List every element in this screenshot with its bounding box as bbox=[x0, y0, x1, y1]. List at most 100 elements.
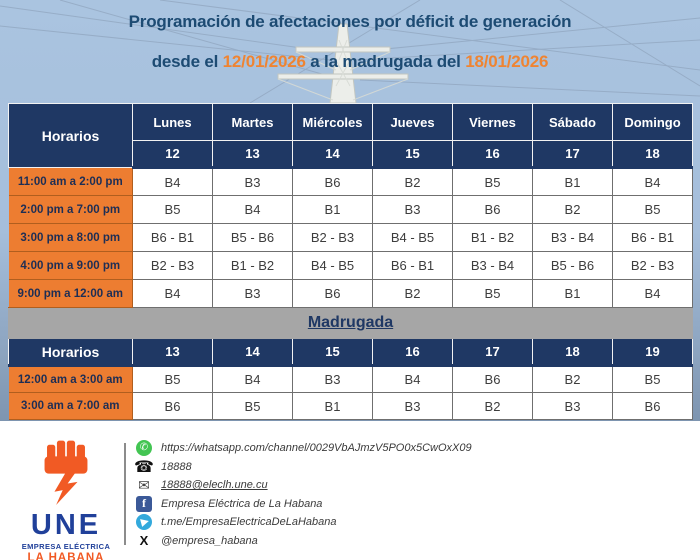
block-cell: B2 - B3 bbox=[612, 251, 693, 280]
contact-item: X @empresa_habana bbox=[136, 532, 472, 551]
block-cell: B3 bbox=[212, 279, 293, 308]
block-cell: B2 - B3 bbox=[132, 251, 213, 280]
logo-habana-text: LA HABANA bbox=[27, 551, 105, 560]
day-header-cell: Lunes bbox=[132, 103, 213, 141]
day-header-cell: Jueves bbox=[372, 103, 453, 141]
date-cell: 16 bbox=[372, 338, 453, 367]
horarios-header: Horarios bbox=[8, 103, 133, 168]
footer-divider bbox=[124, 443, 126, 545]
schedule-row: 12:00 am a 3:00 am B5 B4 B3 B4 B6 B2 B5 bbox=[8, 365, 693, 393]
block-cell: B6 - B1 bbox=[612, 223, 693, 252]
block-cell: B6 bbox=[452, 195, 533, 224]
block-cell: B1 - B2 bbox=[452, 223, 533, 252]
phone-icon: ☎ bbox=[134, 458, 154, 476]
block-cell: B5 bbox=[612, 365, 693, 393]
block-cell: B4 - B5 bbox=[292, 251, 373, 280]
block-cell: B4 bbox=[612, 279, 693, 308]
block-cell: B4 bbox=[132, 167, 213, 196]
footer: UNE EMPRESA ELÉCTRICA LA HABANA ✆ https:/… bbox=[0, 421, 700, 560]
logo-empresa-text: EMPRESA ELÉCTRICA bbox=[21, 542, 111, 551]
une-logo: UNE EMPRESA ELÉCTRICA LA HABANA bbox=[16, 439, 116, 560]
contact-item: ☎ 18888 bbox=[134, 458, 472, 477]
time-slot-cell: 3:00 pm a 8:00 pm bbox=[8, 223, 133, 252]
schedule-row: 4:00 pm a 9:00 pm B2 - B3 B1 - B2 B4 - B5 B6… bbox=[8, 251, 693, 280]
date-cell: 14 bbox=[292, 140, 373, 169]
email-icon: ✉ bbox=[138, 476, 150, 493]
day-header-row: Horarios Lunes Martes Miércoles Jueves Vierne… bbox=[8, 103, 693, 168]
schedule-row: 3:00 pm a 8:00 pm B6 - B1 B5 - B6 B2 - B3 B4… bbox=[8, 223, 693, 252]
fist-lightning-icon bbox=[44, 440, 88, 505]
logo-une-text: UNE bbox=[30, 509, 102, 541]
poster-title: Programación de afectaciones por déficit… bbox=[128, 12, 572, 31]
block-cell: B5 - B6 bbox=[212, 223, 293, 252]
contact-text[interactable]: t.me/EmpresaElectricaDeLaHabana bbox=[161, 516, 337, 529]
block-cell: B3 - B4 bbox=[452, 251, 533, 280]
time-slot-cell: 9:00 pm a 12:00 am bbox=[8, 279, 133, 308]
block-cell: B3 bbox=[372, 392, 453, 420]
contact-text[interactable]: @empresa_habana bbox=[161, 534, 258, 547]
whatsapp-icon: ✆ bbox=[136, 440, 152, 457]
x-icon: X bbox=[139, 533, 149, 549]
block-cell: B1 bbox=[532, 279, 613, 308]
contact-text[interactable]: 18888@eleclh.une.cu bbox=[161, 479, 268, 492]
date-row: 12 13 14 15 16 17 18 bbox=[9, 140, 693, 169]
block-cell: B5 bbox=[452, 167, 533, 196]
date-cell: 19 bbox=[612, 338, 693, 367]
block-cell: B6 - B1 bbox=[372, 251, 453, 280]
contact-item: ✉ 18888@eleclh.une.cu bbox=[136, 476, 472, 495]
contact-item: f Empresa Eléctrica de La Habana bbox=[136, 495, 472, 514]
block-cell: B6 bbox=[292, 167, 373, 196]
date-cell: 12 bbox=[132, 140, 213, 169]
contact-item: ✆ https://whatsapp.com/channel/0029VbAJmz… bbox=[136, 439, 472, 458]
block-cell: B6 bbox=[612, 392, 693, 420]
time-slot-cell: 12:00 am a 3:00 am bbox=[8, 365, 133, 393]
contact-text: 18888 bbox=[161, 460, 192, 473]
contact-text[interactable]: https://whatsapp.com/channel/0029VbAJmzV… bbox=[161, 442, 472, 455]
poster-subtitle: desde el 12/01/2026 a la madrugada del 1… bbox=[0, 52, 700, 72]
date-cell: 14 bbox=[212, 338, 293, 367]
date-cell: 15 bbox=[292, 338, 373, 367]
madrugada-section-header: Madrugada bbox=[8, 307, 693, 339]
time-slot-cell: 11:00 am a 2:00 pm bbox=[8, 167, 133, 196]
date-cell: 17 bbox=[452, 338, 533, 367]
block-cell: B1 bbox=[292, 392, 373, 420]
madrugada-header-row: Horarios 13 14 15 16 17 18 19 bbox=[8, 338, 693, 367]
horarios-header-madrugada: Horarios bbox=[8, 338, 133, 367]
block-cell: B5 bbox=[612, 195, 693, 224]
block-cell: B3 bbox=[532, 392, 613, 420]
block-cell: B1 bbox=[532, 167, 613, 196]
block-cell: B1 - B2 bbox=[212, 251, 293, 280]
schedule-row: 11:00 am a 2:00 pm B4 B3 B6 B2 B5 B1 B4 bbox=[8, 167, 693, 196]
block-cell: B5 - B6 bbox=[532, 251, 613, 280]
block-cell: B3 bbox=[372, 195, 453, 224]
block-cell: B6 bbox=[292, 279, 373, 308]
block-cell: B5 bbox=[452, 279, 533, 308]
date-cell: 18 bbox=[532, 338, 613, 367]
subtitle-middle: a la madrugada del bbox=[305, 52, 466, 71]
block-cell: B4 bbox=[132, 279, 213, 308]
block-cell: B6 bbox=[452, 365, 533, 393]
telegram-icon bbox=[136, 514, 152, 531]
day-header-cell: Domingo bbox=[612, 103, 693, 141]
block-cell: B2 bbox=[372, 279, 453, 308]
block-cell: B6 bbox=[132, 392, 213, 420]
facebook-icon: f bbox=[136, 495, 152, 512]
start-date: 12/01/2026 bbox=[222, 52, 306, 71]
contact-text[interactable]: Empresa Eléctrica de La Habana bbox=[161, 497, 323, 510]
date-cell: 13 bbox=[212, 140, 293, 169]
date-cell: 18 bbox=[612, 140, 693, 169]
end-date: 18/01/2026 bbox=[465, 52, 549, 71]
time-slot-cell: 3:00 am a 7:00 am bbox=[8, 392, 133, 420]
block-cell: B1 bbox=[292, 195, 373, 224]
schedule-row: 3:00 am a 7:00 am B6 B5 B1 B3 B2 B3 B6 bbox=[8, 392, 693, 420]
block-cell: B5 bbox=[132, 365, 213, 393]
date-cell: 13 bbox=[132, 338, 213, 367]
block-cell: B2 bbox=[532, 365, 613, 393]
block-cell: B3 bbox=[212, 167, 293, 196]
block-cell: B3 bbox=[292, 365, 373, 393]
time-slot-cell: 4:00 pm a 9:00 pm bbox=[8, 251, 133, 280]
madrugada-band-row: Madrugada bbox=[8, 307, 693, 339]
day-header-cell: Martes bbox=[212, 103, 293, 141]
contact-item: t.me/EmpresaElectricaDeLaHabana bbox=[136, 513, 472, 532]
block-cell: B4 bbox=[212, 365, 293, 393]
